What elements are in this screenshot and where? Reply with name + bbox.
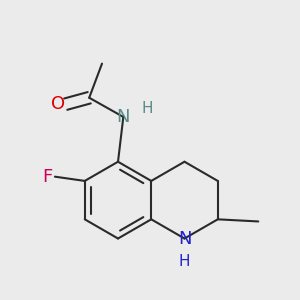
- Text: F: F: [42, 168, 52, 186]
- Text: N: N: [117, 108, 130, 126]
- Text: O: O: [51, 95, 65, 113]
- Text: N: N: [178, 230, 191, 247]
- Text: H: H: [179, 254, 190, 269]
- Text: H: H: [141, 101, 153, 116]
